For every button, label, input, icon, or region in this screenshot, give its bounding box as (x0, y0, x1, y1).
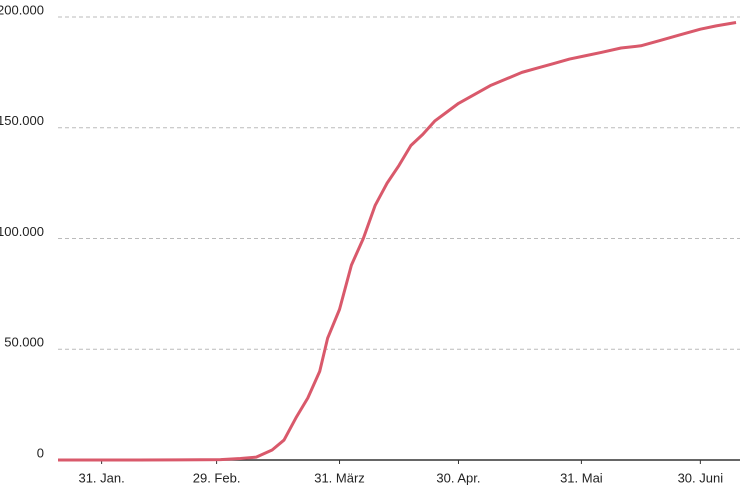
x-tick-label: 30. Juni (678, 470, 724, 485)
x-tick-label: 29. Feb. (193, 470, 241, 485)
x-tick-label: 31. Mai (560, 470, 603, 485)
x-tick-label: 31. März (314, 470, 365, 485)
y-tick-label: 0 (37, 445, 44, 460)
y-tick-label: 150.000 (0, 113, 44, 128)
line-series (58, 21, 737, 462)
x-tick-label: 30. Apr. (436, 470, 480, 485)
y-tick-label: 50.000 (4, 335, 44, 350)
y-tick-label: 200.000 (0, 2, 44, 17)
x-tick-label: 31. Jan. (78, 470, 124, 485)
y-tick-label: 100.000 (0, 224, 44, 239)
